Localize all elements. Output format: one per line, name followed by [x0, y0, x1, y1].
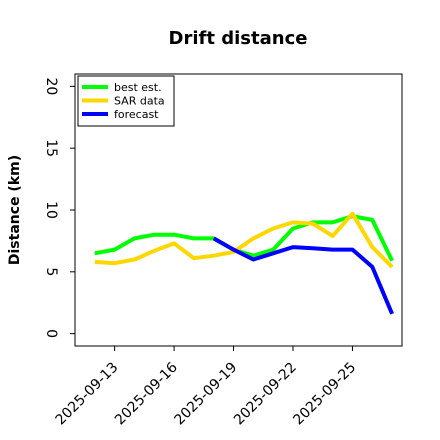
y-tick-label: 0 — [43, 329, 59, 338]
x-axis-ticks: 2025-09-132025-09-162025-09-192025-09-22… — [53, 346, 359, 429]
legend-entry: best est. — [114, 81, 162, 94]
x-tick-label: 2025-09-19 — [172, 360, 241, 429]
y-tick-label: 15 — [43, 139, 59, 157]
y-tick-label: 5 — [43, 267, 59, 276]
legend-entry: forecast — [114, 108, 159, 121]
x-tick-label: 2025-09-16 — [112, 359, 181, 428]
y-axis-label: Distance (km) — [7, 155, 23, 265]
y-axis-ticks: 0 5 10 15 20 — [43, 77, 75, 338]
x-tick-label: 2025-09-25 — [290, 360, 359, 429]
series-lines — [94, 211, 394, 315]
chart-title: Drift distance — [169, 28, 308, 49]
legend-entry: SAR data — [114, 95, 165, 108]
series-line-sar-data — [94, 211, 394, 269]
y-tick-label: 20 — [43, 77, 59, 95]
series-line-forecast — [212, 236, 394, 315]
x-tick-label: 2025-09-13 — [53, 360, 122, 429]
y-tick-label: 10 — [43, 201, 59, 219]
x-tick-label: 2025-09-22 — [231, 360, 300, 429]
